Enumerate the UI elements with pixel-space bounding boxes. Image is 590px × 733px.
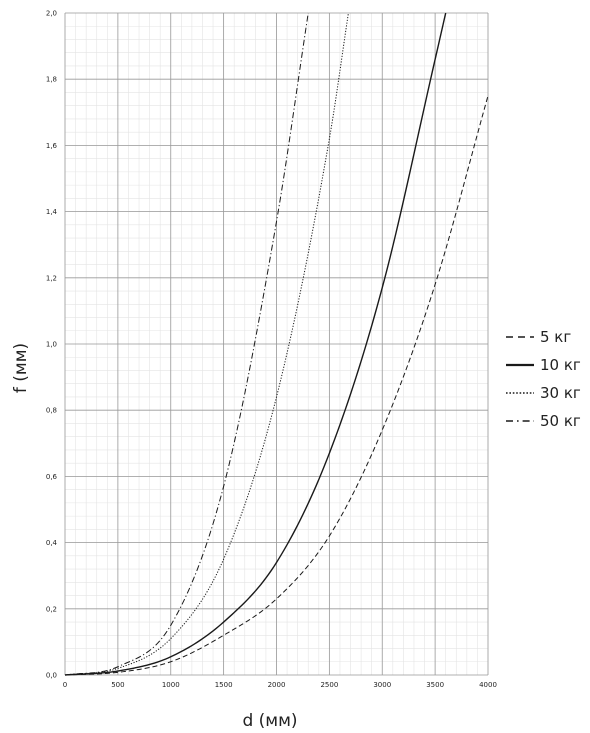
y-tick-label: 0,8: [46, 407, 57, 415]
series-layer: [64, 12, 489, 676]
x-tick-label: 1500: [215, 681, 233, 689]
x-tick-label: 3000: [373, 681, 391, 689]
y-axis-ticks: 0,0 0,2 0,4 0,6 0,8 1,0 1,2 1,4 1,6 1,8 2,0: [46, 10, 58, 680]
x-tick-label: 1000: [162, 681, 180, 689]
major-grid: [64, 12, 489, 676]
x-axis-label: d (мм): [242, 711, 297, 731]
y-tick-label: 1,8: [46, 76, 57, 84]
x-axis-ticks: 0 500 1000 1500 2000 2500 3000 3500 4000: [63, 681, 497, 689]
legend-label: 5 кг: [540, 328, 571, 346]
x-tick-label: 4000: [479, 681, 497, 689]
y-tick-label: 1,2: [46, 274, 57, 282]
legend-label: 50 кг: [540, 412, 581, 430]
y-axis-label: f (мм): [11, 343, 31, 393]
legend-label: 10 кг: [540, 356, 581, 374]
series-line-4: [64, 12, 309, 676]
x-tick-label: 0: [63, 681, 67, 689]
y-tick-label: 0,6: [46, 473, 58, 481]
y-tick-label: 0,2: [46, 605, 57, 613]
x-tick-label: 3500: [426, 681, 444, 689]
y-tick-label: 0,4: [46, 539, 58, 547]
y-tick-label: 2,0: [46, 10, 57, 18]
x-tick-label: 2500: [320, 681, 338, 689]
x-tick-label: 2000: [268, 681, 286, 689]
legend: 5 кг 10 кг 30 кг 50 кг: [506, 328, 581, 430]
legend-label: 30 кг: [540, 384, 581, 402]
series-line-2: [64, 12, 447, 676]
x-tick-label: 500: [111, 681, 124, 689]
series-line-3: [64, 12, 349, 676]
series-line-1: [64, 95, 489, 676]
y-tick-label: 1,6: [46, 142, 58, 150]
y-tick-label: 1,0: [46, 341, 57, 349]
y-tick-label: 0,0: [46, 672, 57, 680]
y-tick-label: 1,4: [46, 208, 58, 216]
